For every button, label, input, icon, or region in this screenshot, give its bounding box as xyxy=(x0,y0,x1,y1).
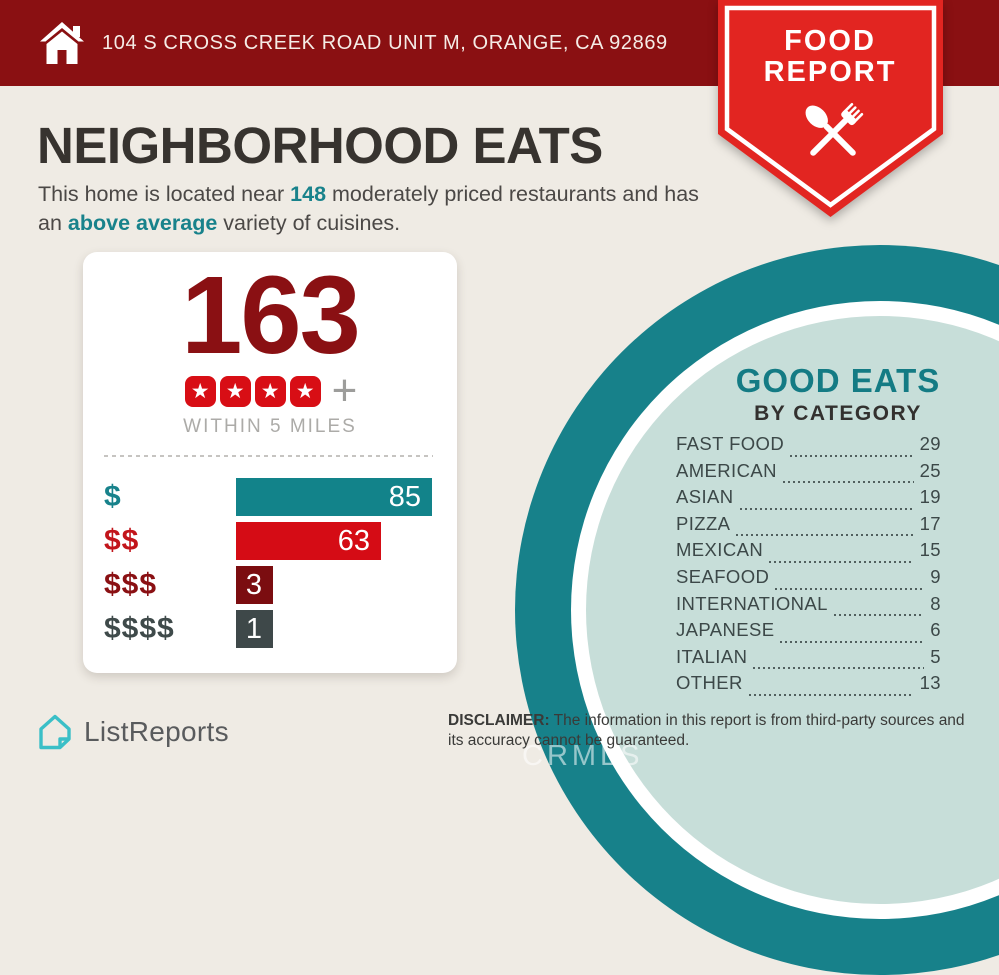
bar-value: 1 xyxy=(245,612,262,645)
category-value: 19 xyxy=(919,486,941,508)
dotted-leader xyxy=(833,614,925,617)
summary-card: 163 ★ ★ ★ ★ + WITHIN 5 MILES $85 $$ 63 $$$ 3 $$$$… xyxy=(83,252,457,673)
price-tier-label: $$$$ xyxy=(104,612,175,645)
variety-highlight: above average xyxy=(67,211,218,235)
radius-caption: WITHIN 5 MILES xyxy=(183,416,357,437)
disclaimer-label: DISCLAIMER: xyxy=(448,712,550,729)
listreports-house-icon xyxy=(39,714,71,750)
category-label: JAPANESE xyxy=(676,619,775,641)
category-label: ASIAN xyxy=(676,486,734,508)
dotted-leader xyxy=(748,693,914,696)
price-tier-label: $$$ xyxy=(104,568,158,601)
dotted-leader xyxy=(739,507,914,510)
category-label: FAST FOOD xyxy=(676,433,785,454)
category-list: FAST FOOD 29 AMERICAN 25 ASIAN 19 PIZZA 17 MEXIC… xyxy=(676,433,941,699)
dashed-divider xyxy=(104,455,433,457)
price-tier-bar: 3 xyxy=(236,566,273,604)
ribbon-title: FOOD REPORT xyxy=(714,26,946,88)
category-label: PIZZA xyxy=(676,512,731,534)
disclaimer-text: The information in this report is from t… xyxy=(448,712,965,749)
ribbon-line2: REPORT xyxy=(763,56,897,88)
category-row: SEAFOOD 9 xyxy=(676,566,941,593)
restaurant-count: 148 xyxy=(290,182,327,206)
price-tier-bar: 63 xyxy=(236,522,381,560)
category-value: 6 xyxy=(930,619,941,641)
disclaimer: DISCLAIMER: The information in this repo… xyxy=(448,711,983,751)
category-value: 17 xyxy=(919,512,941,534)
category-value: 8 xyxy=(930,592,941,614)
total-restaurants: 163 xyxy=(181,254,361,377)
dotted-leader xyxy=(736,534,914,537)
dotted-leader xyxy=(775,587,925,590)
price-tier-bar: 1 xyxy=(236,610,273,648)
listreports-logo: ListReports xyxy=(36,712,229,752)
bar-value: 63 xyxy=(337,524,370,557)
brand-name: ListReports xyxy=(84,716,229,747)
category-value: 5 xyxy=(930,645,941,667)
good-eats-header: GOOD EATS BY CATEGORY xyxy=(663,362,999,426)
page-title: NEIGHBORHOOD EATS xyxy=(37,117,603,174)
category-label: ITALIAN xyxy=(676,645,748,667)
category-row: OTHER 13 xyxy=(676,672,941,699)
bar-value: 3 xyxy=(245,568,262,601)
price-tier-label: $ xyxy=(104,480,122,513)
star-icon: ★ xyxy=(219,375,251,407)
category-row: MEXICAN 15 xyxy=(676,539,941,566)
category-value: 13 xyxy=(919,672,941,694)
star-icon: ★ xyxy=(184,375,216,407)
category-label: AMERICAN xyxy=(676,459,777,481)
category-row: INTERNATIONAL 8 xyxy=(676,593,941,620)
category-row: FAST FOOD 29 xyxy=(676,433,941,460)
price-tier-bar: 85 xyxy=(236,478,432,516)
good-eats-title: GOOD EATS xyxy=(735,362,941,399)
category-row: PIZZA 17 xyxy=(676,513,941,540)
category-value: 29 xyxy=(919,433,941,454)
dotted-leader xyxy=(753,667,925,670)
dotted-leader xyxy=(782,481,914,484)
category-value: 9 xyxy=(930,565,941,587)
category-label: INTERNATIONAL xyxy=(676,592,828,614)
category-label: SEAFOOD xyxy=(676,565,770,587)
star-rating: ★ ★ ★ ★ + xyxy=(83,366,457,415)
category-value: 25 xyxy=(919,459,941,481)
bar-row: $$ 63 xyxy=(104,522,457,560)
property-address: 104 S CROSS CREEK ROAD UNIT M, ORANGE, C… xyxy=(102,31,668,54)
subtitle-after: variety of cuisines. xyxy=(217,211,401,235)
price-tier-bar-chart: $85 $$ 63 $$$ 3 $$$$ 1 xyxy=(83,478,457,648)
dotted-leader xyxy=(769,560,914,563)
home-icon xyxy=(40,22,84,64)
bar-row: $85 xyxy=(104,478,457,516)
category-label: OTHER xyxy=(676,672,743,694)
subtitle-middle: moderately priced restaurants and has an xyxy=(38,182,699,235)
category-label: MEXICAN xyxy=(676,539,764,561)
crmls-watermark: CRMLS xyxy=(522,740,644,772)
star-icon: ★ xyxy=(289,375,321,407)
dotted-leader xyxy=(790,454,914,457)
bar-value: 85 xyxy=(388,480,421,513)
plus-icon: + xyxy=(331,366,358,415)
category-row: ITALIAN 5 xyxy=(676,646,941,673)
ribbon-line1: FOOD xyxy=(784,25,876,57)
subtitle-before: This home is located near xyxy=(38,182,291,206)
category-row: AMERICAN 25 xyxy=(676,460,941,487)
bar-row: $$$ 3 xyxy=(104,566,457,604)
dotted-leader xyxy=(780,640,925,643)
category-row: JAPANESE 6 xyxy=(676,619,941,646)
star-icon: ★ xyxy=(254,375,286,407)
page-subtitle: This home is located near 148 moderately… xyxy=(38,180,708,238)
price-tier-label: $$ xyxy=(104,524,140,557)
good-eats-subtitle: BY CATEGORY xyxy=(754,402,922,425)
spoon-fork-icon xyxy=(805,102,864,156)
category-value: 15 xyxy=(919,539,941,561)
food-report-ribbon xyxy=(718,0,943,217)
bar-row: $$$$ 1 xyxy=(104,610,457,648)
category-row: ASIAN 19 xyxy=(676,486,941,513)
